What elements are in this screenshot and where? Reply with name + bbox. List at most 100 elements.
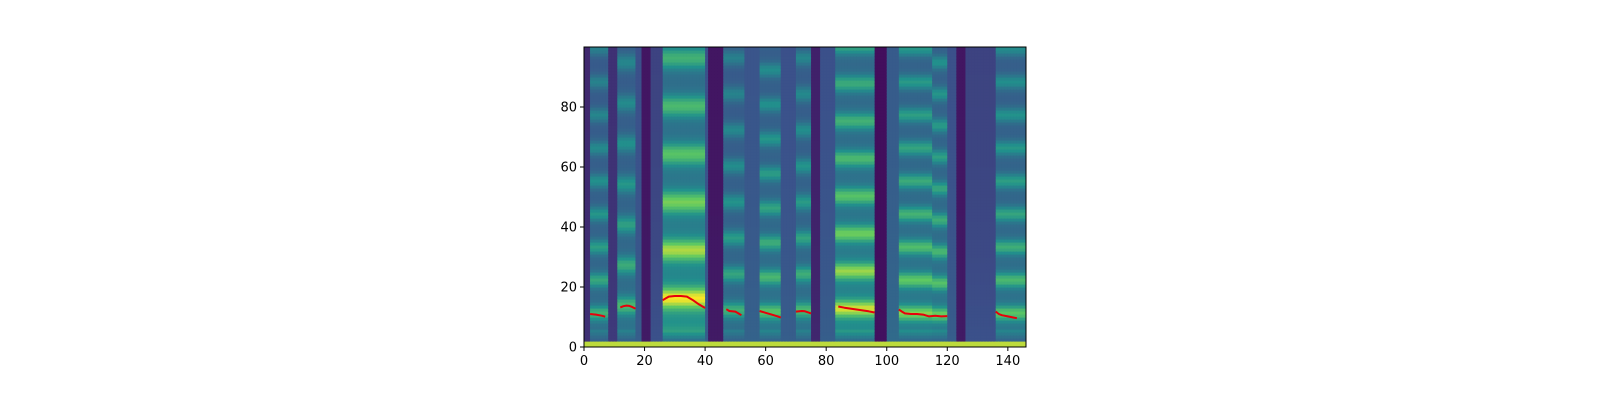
heatmap-cell xyxy=(602,128,606,132)
heatmap-cell xyxy=(699,68,703,72)
heatmap-cell xyxy=(680,242,685,246)
heatmap-cell xyxy=(584,107,588,111)
heatmap-cell xyxy=(708,92,712,96)
heatmap-cell xyxy=(620,299,624,303)
heatmap-cell xyxy=(696,140,700,144)
heatmap-cell xyxy=(683,314,688,318)
heatmap-cell xyxy=(599,89,603,93)
heatmap-cell xyxy=(656,155,661,159)
heatmap-cell xyxy=(629,122,634,126)
heatmap-cell xyxy=(650,314,655,318)
heatmap-cell xyxy=(680,239,685,243)
heatmap-cell xyxy=(605,158,609,162)
heatmap-cell xyxy=(692,260,697,264)
heatmap-cell xyxy=(623,296,627,300)
heatmap-cell xyxy=(659,47,664,51)
heatmap-cell xyxy=(674,299,679,303)
heatmap-cell xyxy=(608,77,612,81)
heatmap-cell xyxy=(720,65,724,69)
heatmap-cell xyxy=(641,230,646,234)
heatmap-cell xyxy=(689,317,694,321)
heatmap-cell xyxy=(644,101,649,105)
heatmap-cell xyxy=(623,131,627,135)
heatmap-cell xyxy=(590,158,594,162)
heatmap-cell xyxy=(602,161,606,165)
heatmap-cell xyxy=(683,245,688,249)
heatmap-cell xyxy=(689,329,694,333)
heatmap-cell xyxy=(605,344,609,347)
heatmap-cell xyxy=(683,179,688,183)
heatmap-cell xyxy=(665,89,670,93)
heatmap-cell xyxy=(593,209,597,213)
heatmap-cell xyxy=(599,242,603,246)
heatmap-cell xyxy=(602,86,606,90)
heatmap-cell xyxy=(699,89,703,93)
heatmap-cell xyxy=(626,254,631,258)
heatmap-cell xyxy=(671,173,676,177)
heatmap-cell xyxy=(665,173,670,177)
heatmap-cell xyxy=(629,227,634,231)
heatmap-cell xyxy=(677,290,682,294)
heatmap-cell xyxy=(702,161,706,165)
heatmap-cell xyxy=(596,104,600,108)
heatmap-cell xyxy=(671,137,676,141)
heatmap-cell xyxy=(614,215,618,219)
heatmap-cell xyxy=(720,284,724,288)
heatmap-cell xyxy=(674,218,679,222)
heatmap-cell xyxy=(599,50,603,54)
heatmap-cell xyxy=(717,248,721,252)
heatmap-cell xyxy=(729,161,733,165)
heatmap-cell xyxy=(659,173,664,177)
heatmap-cell xyxy=(732,317,736,321)
heatmap-cell xyxy=(677,107,682,111)
heatmap-cell xyxy=(584,317,588,321)
heatmap-cell xyxy=(599,83,603,87)
heatmap-cell xyxy=(668,176,673,180)
heatmap-cell xyxy=(726,146,730,150)
heatmap-cell xyxy=(665,251,670,255)
heatmap-cell xyxy=(596,242,600,246)
heatmap-cell xyxy=(717,302,721,306)
heatmap-cell xyxy=(590,80,594,84)
heatmap-cell xyxy=(611,266,615,270)
heatmap-cell xyxy=(650,173,655,177)
heatmap-cell xyxy=(641,107,646,111)
heatmap-cell xyxy=(635,263,640,267)
heatmap-cell xyxy=(641,86,646,90)
heatmap-cell xyxy=(614,272,618,276)
heatmap-cell xyxy=(605,215,609,219)
heatmap-cell xyxy=(671,296,676,300)
heatmap-cell xyxy=(705,302,709,306)
heatmap-cell xyxy=(714,191,718,195)
heatmap-cell xyxy=(656,59,661,63)
heatmap-cell xyxy=(608,92,612,96)
heatmap-cell xyxy=(674,101,679,105)
heatmap-cell xyxy=(644,344,649,347)
heatmap-cell xyxy=(711,203,715,207)
heatmap-cell xyxy=(705,167,709,171)
heatmap-cell xyxy=(726,83,730,87)
heatmap-cell xyxy=(662,296,667,300)
heatmap-cell xyxy=(596,173,600,177)
heatmap-cell xyxy=(590,215,594,219)
heatmap-cell xyxy=(590,233,594,237)
heatmap-cell xyxy=(632,203,637,207)
heatmap-cell xyxy=(732,161,736,165)
heatmap-cell xyxy=(620,290,624,294)
heatmap-cell xyxy=(726,71,730,75)
heatmap-cell xyxy=(705,104,709,108)
heatmap-cell xyxy=(626,281,631,285)
heatmap-cell xyxy=(632,260,637,264)
heatmap-cell xyxy=(659,92,664,96)
heatmap-cell xyxy=(668,296,673,300)
heatmap-cell xyxy=(629,344,634,347)
heatmap-cell xyxy=(662,341,667,345)
heatmap-cell xyxy=(723,287,727,291)
heatmap-cell xyxy=(629,281,634,285)
heatmap-cell xyxy=(650,260,655,264)
heatmap-cell xyxy=(647,290,652,294)
heatmap-cell xyxy=(720,215,724,219)
heatmap-cell xyxy=(584,128,588,132)
heatmap-cell xyxy=(659,341,664,345)
heatmap-cell xyxy=(714,68,718,72)
